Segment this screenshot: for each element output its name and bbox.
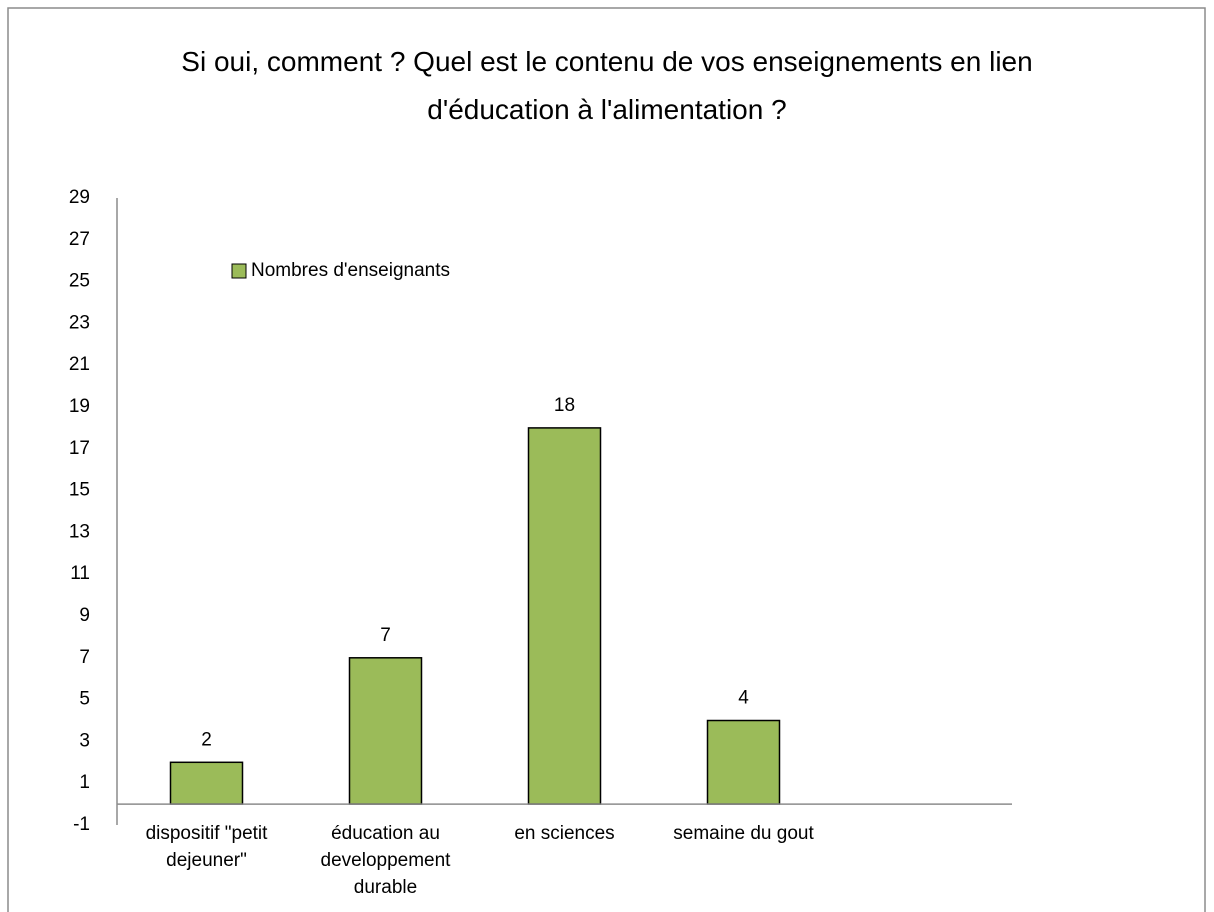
y-tick-label: 17 <box>69 438 90 459</box>
data-label: 7 <box>380 625 391 646</box>
y-tick-label: 27 <box>69 229 90 250</box>
y-tick-label: 11 <box>70 563 90 584</box>
y-tick-label: 29 <box>69 187 90 208</box>
legend-swatch <box>231 263 247 279</box>
y-tick-label: 5 <box>79 689 90 710</box>
bar <box>706 719 781 805</box>
bar <box>348 657 423 805</box>
y-tick-label: 1 <box>79 772 90 793</box>
y-tick-label: 7 <box>79 647 90 668</box>
x-tick-label: semaine du gout <box>673 823 814 844</box>
y-tick-label: 25 <box>69 271 90 292</box>
y-tick-label: 13 <box>69 521 90 542</box>
chart-title: Si oui, comment ? Quel est le contenu de… <box>181 46 1033 125</box>
data-label: 4 <box>738 688 749 709</box>
y-tick-label: 23 <box>69 312 90 333</box>
y-tick-label: -1 <box>73 814 90 835</box>
x-tick-label: dispositif "petit dejeuner" <box>145 823 268 871</box>
bar <box>527 427 602 805</box>
y-tick-label: 15 <box>69 480 90 501</box>
x-tick-label: éducation au developpement durable <box>320 823 451 898</box>
x-tick-label: en sciences <box>514 823 615 844</box>
data-label: 18 <box>554 395 575 416</box>
bar <box>169 761 244 805</box>
y-tick-label: 9 <box>79 605 90 626</box>
y-tick-label: 3 <box>79 730 90 751</box>
y-tick-label: 21 <box>69 354 90 375</box>
legend-label: Nombres d'enseignants <box>251 260 450 281</box>
data-label: 2 <box>201 729 212 750</box>
chart-border <box>7 7 1206 912</box>
y-tick-label: 19 <box>69 396 90 417</box>
